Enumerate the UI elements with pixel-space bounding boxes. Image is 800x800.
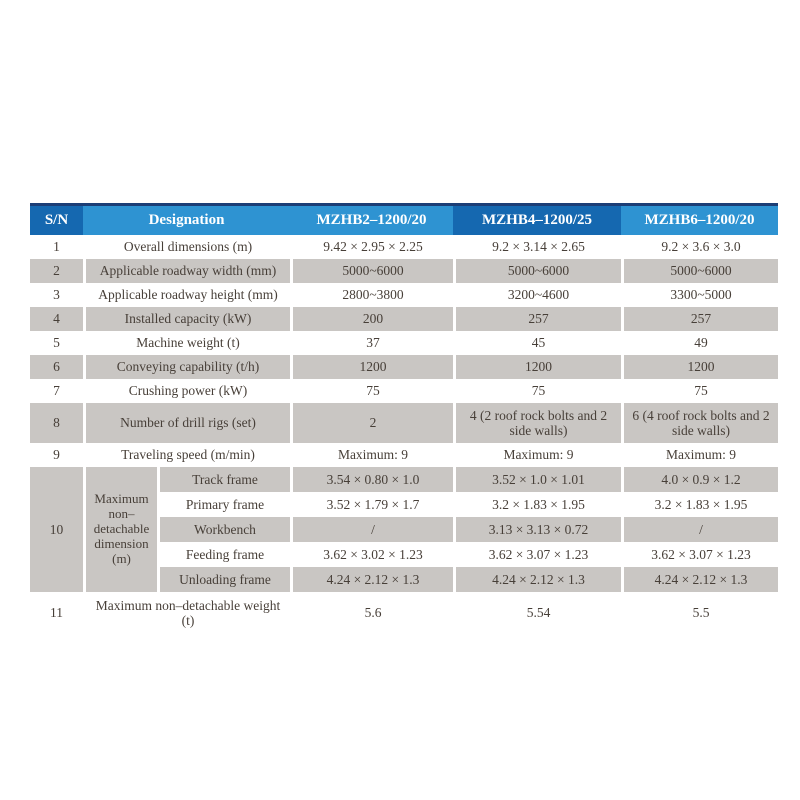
subrow-label: Feeding frame bbox=[157, 542, 290, 567]
row-designation: Maximum non–detachable weight (t) bbox=[83, 592, 290, 634]
row-value: 1200 bbox=[453, 355, 621, 379]
header-model-mzhb6: MZHB6–1200/20 bbox=[621, 206, 778, 235]
row-designation: Overall dimensions (m) bbox=[83, 235, 290, 259]
subrow-value: 3.62 × 3.07 × 1.23 bbox=[621, 542, 778, 567]
row-value: 1200 bbox=[621, 355, 778, 379]
row-sn: 8 bbox=[30, 403, 83, 443]
row-value: 75 bbox=[453, 379, 621, 403]
subrow-value: 4.24 × 2.12 × 1.3 bbox=[621, 567, 778, 592]
subrow-value: 3.52 × 1.79 × 1.7 bbox=[290, 492, 453, 517]
row-sn: 11 bbox=[30, 592, 83, 634]
row-value: 2800~3800 bbox=[290, 283, 453, 307]
row-designation: Traveling speed (m/min) bbox=[83, 443, 290, 467]
row-value: 1200 bbox=[290, 355, 453, 379]
table-subrow: Feeding frame 3.62 × 3.02 × 1.23 3.62 × 3.… bbox=[30, 542, 778, 567]
row-value: 9.2 × 3.14 × 2.65 bbox=[453, 235, 621, 259]
subrow-label: Workbench bbox=[157, 517, 290, 542]
row-value: 2 bbox=[290, 403, 453, 443]
subrow-value: 3.13 × 3.13 × 0.72 bbox=[453, 517, 621, 542]
table-row: 8 Number of drill rigs (set) 2 4 (2 roof ro… bbox=[30, 403, 778, 443]
spec-table: S/N Designation MZHB2–1200/20 MZHB4–1200… bbox=[30, 203, 778, 634]
row-sn: 6 bbox=[30, 355, 83, 379]
row-value: 9.2 × 3.6 × 3.0 bbox=[621, 235, 778, 259]
subrow-label: Unloading frame bbox=[157, 567, 290, 592]
row-sn: 9 bbox=[30, 443, 83, 467]
group-designation: Maximum non–detachable dimension (m) bbox=[83, 467, 157, 592]
row-sn: 1 bbox=[30, 235, 83, 259]
row-value: 4 (2 roof rock bolts and 2 side walls) bbox=[453, 403, 621, 443]
row-value: 257 bbox=[453, 307, 621, 331]
table-row: 2 Applicable roadway width (mm) 5000~6000 5… bbox=[30, 259, 778, 283]
subrow-value: / bbox=[621, 517, 778, 542]
row-value: 257 bbox=[621, 307, 778, 331]
row-value: 6 (4 roof rock bolts and 2 side walls) bbox=[621, 403, 778, 443]
row-value: 5000~6000 bbox=[453, 259, 621, 283]
header-model-mzhb4: MZHB4–1200/25 bbox=[453, 206, 621, 235]
table-subrow: 10 Maximum non–detachable dimension (m) Tr… bbox=[30, 467, 778, 592]
row-value: Maximum: 9 bbox=[453, 443, 621, 467]
subrow-value: / bbox=[290, 517, 453, 542]
table-subrow: Primary frame 3.52 × 1.79 × 1.7 3.2 × 1.83… bbox=[30, 492, 778, 517]
row-sn: 5 bbox=[30, 331, 83, 355]
row-value: Maximum: 9 bbox=[290, 443, 453, 467]
subrow-value: 4.0 × 0.9 × 1.2 bbox=[621, 467, 778, 492]
row-value: 75 bbox=[290, 379, 453, 403]
row-value: 3300~5000 bbox=[621, 283, 778, 307]
row-value: 45 bbox=[453, 331, 621, 355]
row-value: 5.5 bbox=[621, 592, 778, 634]
subrow-value: 3.2 × 1.83 × 1.95 bbox=[621, 492, 778, 517]
row-sn: 7 bbox=[30, 379, 83, 403]
row-value: 9.42 × 2.95 × 2.25 bbox=[290, 235, 453, 259]
row-designation: Installed capacity (kW) bbox=[83, 307, 290, 331]
row-designation: Applicable roadway width (mm) bbox=[83, 259, 290, 283]
header-model-mzhb2: MZHB2–1200/20 bbox=[290, 206, 453, 235]
row-designation: Number of drill rigs (set) bbox=[83, 403, 290, 443]
table-row: 4 Installed capacity (kW) 200 257 257 bbox=[30, 307, 778, 331]
row-sn: 2 bbox=[30, 259, 83, 283]
subrow-value: 4.24 × 2.12 × 1.3 bbox=[290, 567, 453, 592]
row-value: Maximum: 9 bbox=[621, 443, 778, 467]
row-designation: Conveying capability (t/h) bbox=[83, 355, 290, 379]
table-subrow: Unloading frame 4.24 × 2.12 × 1.3 4.24 × 2… bbox=[30, 567, 778, 592]
subrow-value: 3.52 × 1.0 × 1.01 bbox=[453, 467, 621, 492]
specification-table: S/N Designation MZHB2–1200/20 MZHB4–1200… bbox=[30, 206, 778, 634]
subrow-value: 3.62 × 3.07 × 1.23 bbox=[453, 542, 621, 567]
row-value: 3200~4600 bbox=[453, 283, 621, 307]
subrow-value: 3.2 × 1.83 × 1.95 bbox=[453, 492, 621, 517]
table-row: 7 Crushing power (kW) 75 75 75 bbox=[30, 379, 778, 403]
row-value: 200 bbox=[290, 307, 453, 331]
row-value: 37 bbox=[290, 331, 453, 355]
table-row: 9 Traveling speed (m/min) Maximum: 9 Maximu… bbox=[30, 443, 778, 467]
subrow-label: Track frame bbox=[157, 467, 290, 492]
subrow-value: 3.62 × 3.02 × 1.23 bbox=[290, 542, 453, 567]
table-row: 3 Applicable roadway height (mm) 2800~3800… bbox=[30, 283, 778, 307]
header-row: S/N Designation MZHB2–1200/20 MZHB4–1200… bbox=[30, 206, 778, 235]
table-row: 5 Machine weight (t) 37 45 49 bbox=[30, 331, 778, 355]
subrow-value: 3.54 × 0.80 × 1.0 bbox=[290, 467, 453, 492]
table-subrow: Workbench/3.13 × 3.13 × 0.72/ bbox=[30, 517, 778, 542]
row-value: 5.6 bbox=[290, 592, 453, 634]
table-row: 1 Overall dimensions (m) 9.42 × 2.95 × 2.2… bbox=[30, 235, 778, 259]
subrow-value: 4.24 × 2.12 × 1.3 bbox=[453, 567, 621, 592]
row-sn: 4 bbox=[30, 307, 83, 331]
table-row: 6 Conveying capability (t/h) 1200 1200 1200 bbox=[30, 355, 778, 379]
group-sn: 10 bbox=[30, 467, 83, 592]
row-sn: 3 bbox=[30, 283, 83, 307]
header-designation: Designation bbox=[83, 206, 290, 235]
header-sn: S/N bbox=[30, 206, 83, 235]
table-row: 11 Maximum non–detachable weight (t) 5.6 5.… bbox=[30, 592, 778, 634]
row-value: 75 bbox=[621, 379, 778, 403]
row-designation: Applicable roadway height (mm) bbox=[83, 283, 290, 307]
row-designation: Machine weight (t) bbox=[83, 331, 290, 355]
row-value: 5.54 bbox=[453, 592, 621, 634]
row-value: 5000~6000 bbox=[290, 259, 453, 283]
row-value: 49 bbox=[621, 331, 778, 355]
row-value: 5000~6000 bbox=[621, 259, 778, 283]
subrow-label: Primary frame bbox=[157, 492, 290, 517]
row-designation: Crushing power (kW) bbox=[83, 379, 290, 403]
